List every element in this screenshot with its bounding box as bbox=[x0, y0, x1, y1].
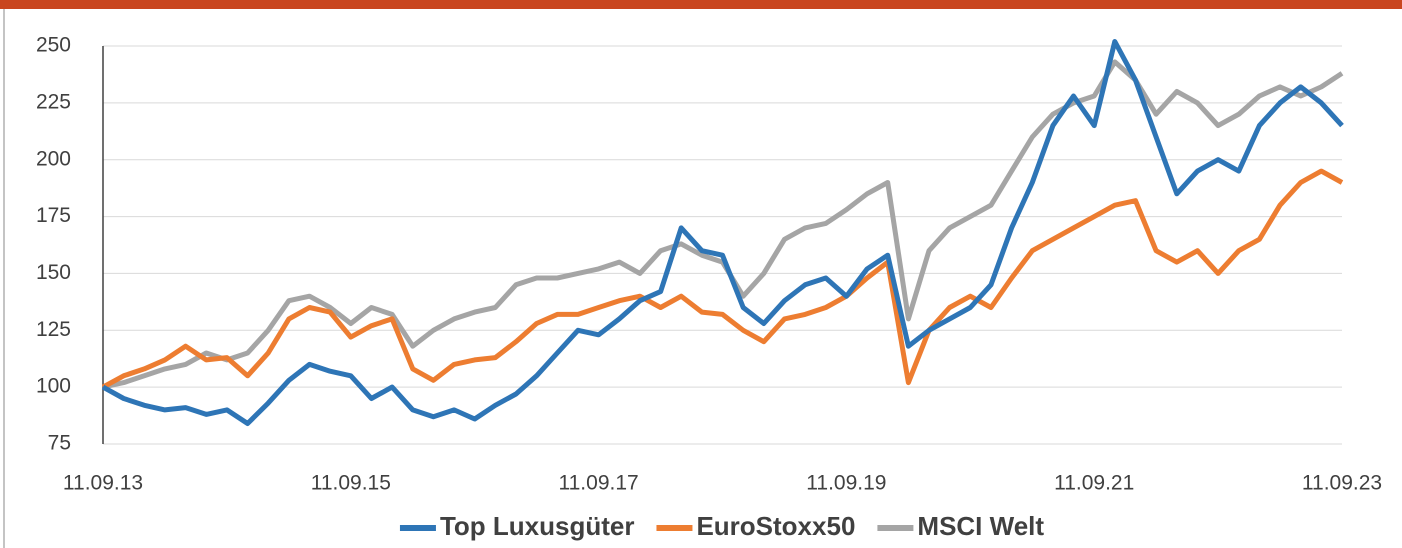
x-tick-label: 11.09.15 bbox=[311, 472, 391, 495]
legend-label: Top Luxusgüter bbox=[440, 511, 635, 541]
y-tick-label: 100 bbox=[36, 375, 71, 398]
legend-label: MSCI Welt bbox=[917, 511, 1044, 541]
x-tick-label: 11.09.19 bbox=[806, 472, 886, 495]
x-tick-label: 11.09.17 bbox=[559, 472, 639, 495]
y-tick-label: 250 bbox=[36, 34, 71, 57]
y-tick-label: 150 bbox=[36, 261, 71, 284]
x-tick-label: 11.09.13 bbox=[63, 472, 143, 495]
top-bar bbox=[0, 0, 1402, 9]
y-tick-label: 200 bbox=[36, 147, 71, 170]
y-tick-label: 225 bbox=[36, 90, 71, 113]
y-tick-label: 125 bbox=[36, 318, 71, 341]
y-tick-label: 175 bbox=[36, 204, 71, 227]
series-line bbox=[101, 39, 1344, 426]
legend-label: EuroStoxx50 bbox=[696, 511, 855, 541]
series-line bbox=[102, 59, 1344, 390]
x-tick-label: 11.09.21 bbox=[1054, 472, 1134, 495]
y-tick-label: 75 bbox=[48, 432, 71, 455]
series-line bbox=[101, 168, 1344, 390]
x-tick-label: 11.09.23 bbox=[1302, 472, 1382, 495]
